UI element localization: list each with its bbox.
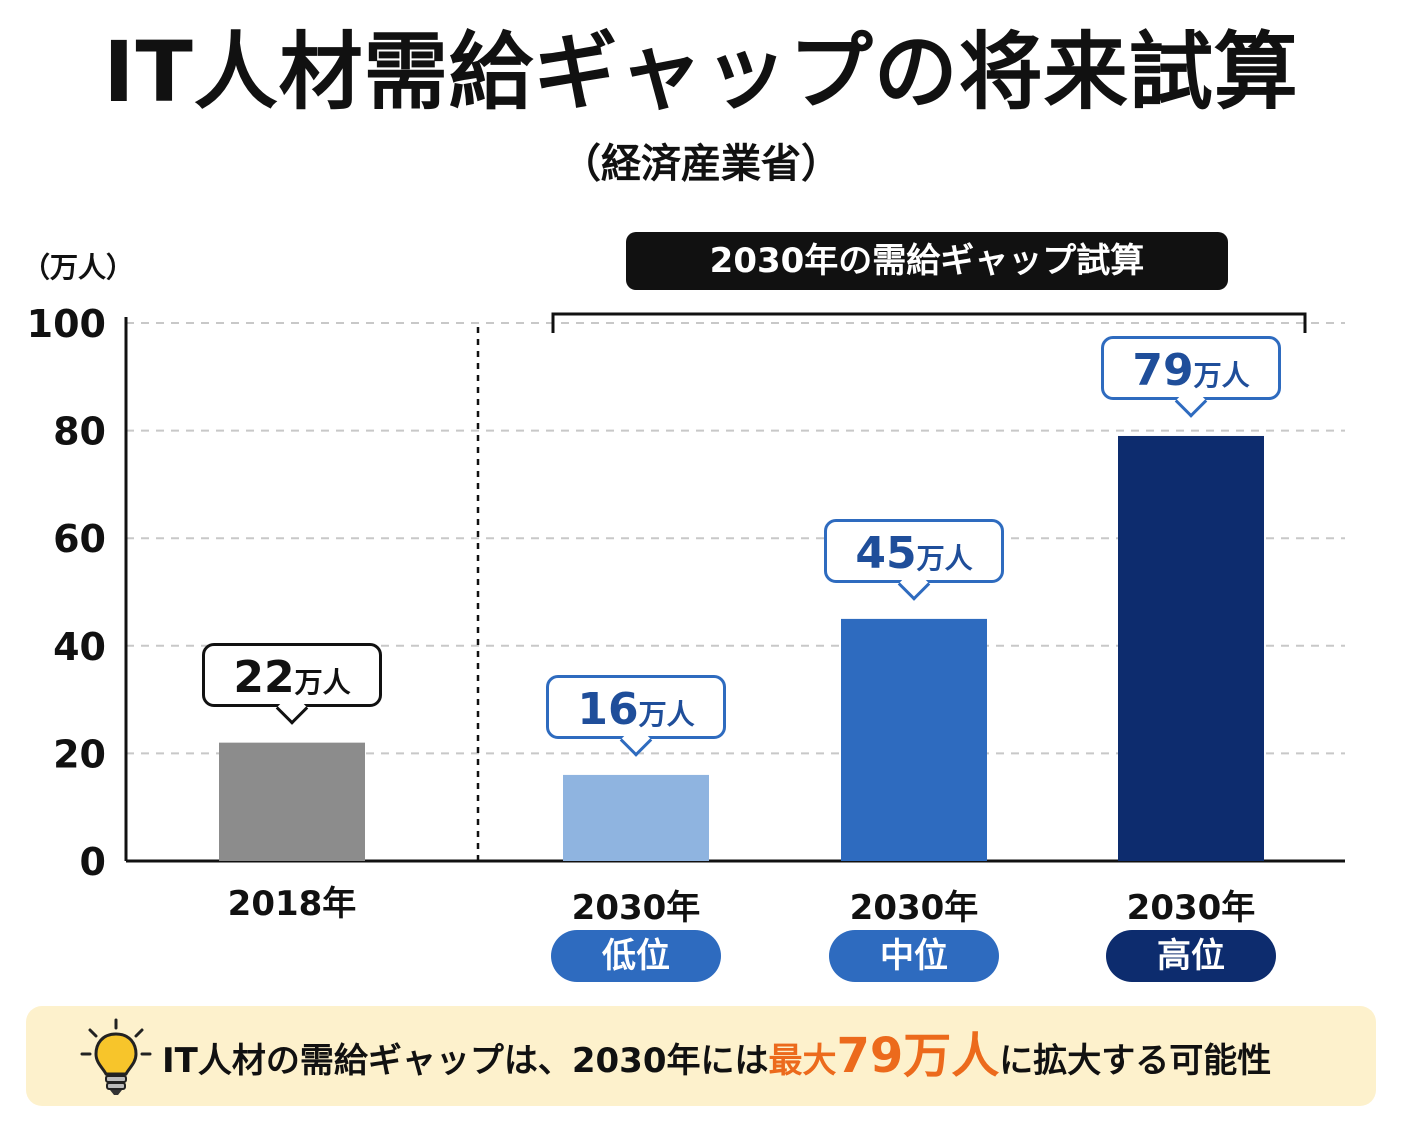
value-label: 16 (577, 683, 639, 735)
range-bracket (551, 312, 1307, 333)
y-axis-unit-label: （万人） (22, 251, 135, 284)
scenario-badge: 中位 (829, 930, 999, 982)
x-category-label: 2018年 (227, 884, 357, 924)
y-tick-label: 100 (27, 302, 106, 346)
summary-highlight-value: 79万人 (836, 1028, 1000, 1084)
scenario-badge: 低位 (551, 930, 721, 982)
summary-text-before: IT人材の需給ギャップは、2030年には (162, 1041, 769, 1081)
summary-text: IT人材の需給ギャップは、2030年には最大79万人に拡大する可能性 (162, 1006, 1271, 1106)
chart-subtitle: （経済産業省） (561, 141, 841, 187)
scenario-badge: 高位 (1106, 930, 1276, 982)
x-category-label: 2030年 (571, 888, 701, 928)
bar (841, 618, 987, 861)
value-unit: 万人 (638, 697, 695, 731)
value-unit: 万人 (1193, 358, 1250, 392)
value-label: 79 (1132, 344, 1194, 396)
y-tick-label: 60 (53, 517, 106, 561)
y-tick-label: 20 (53, 732, 106, 776)
bar (563, 774, 709, 861)
value-callout: 16万人 (546, 674, 726, 739)
bar (219, 742, 365, 861)
value-callout: 79万人 (1101, 335, 1281, 400)
value-callout: 22万人 (202, 642, 382, 707)
x-category-label: 2030年 (849, 888, 979, 928)
value-unit: 万人 (294, 665, 351, 699)
chart-title: IT人材需給ギャップの将来試算 (103, 23, 1299, 121)
light-bulb-icon (80, 1018, 152, 1095)
summary-text-after: に拡大する可能性 (999, 1041, 1272, 1081)
y-tick-label: 80 (53, 410, 106, 454)
bar-chart: 0 20 40 60 80 100 (27, 302, 1345, 884)
range-label: 2030年の需給ギャップ試算 (626, 232, 1228, 290)
value-label: 22 (233, 651, 295, 703)
bar (1118, 435, 1264, 861)
summary-banner: IT人材の需給ギャップは、2030年には最大79万人に拡大する可能性 (26, 1006, 1376, 1106)
summary-highlight-max: 最大 (768, 1041, 837, 1081)
y-tick-label: 0 (80, 840, 106, 884)
y-tick-label: 40 (53, 625, 106, 669)
x-category-label: 2030年 (1126, 888, 1256, 928)
value-label: 45 (855, 527, 917, 579)
value-unit: 万人 (916, 541, 973, 575)
value-callout: 45万人 (824, 518, 1004, 583)
